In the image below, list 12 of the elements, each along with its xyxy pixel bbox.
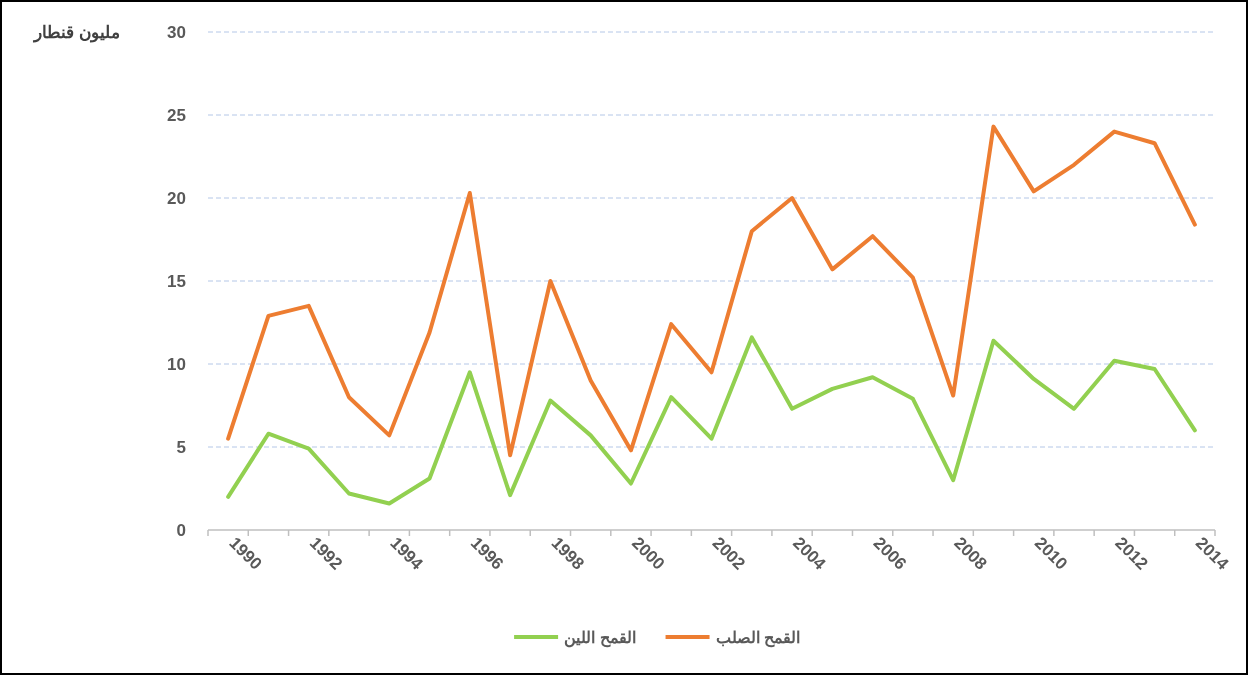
y-axis-title: مليون قنطار	[32, 23, 120, 43]
y-tick-label: 5	[176, 438, 186, 457]
y-tick-label: 15	[167, 272, 186, 291]
legend-label: القمح اللين	[564, 629, 636, 648]
line-series	[226, 124, 1197, 458]
y-tick-label: 20	[167, 189, 186, 208]
line-series	[226, 335, 1197, 506]
y-tick-label: 10	[167, 355, 186, 374]
y-tick-label: 0	[176, 521, 186, 540]
y-tick-label: 30	[167, 23, 186, 42]
y-tick-label: 25	[167, 106, 186, 125]
legend-label: القمح الصلب	[715, 629, 800, 648]
